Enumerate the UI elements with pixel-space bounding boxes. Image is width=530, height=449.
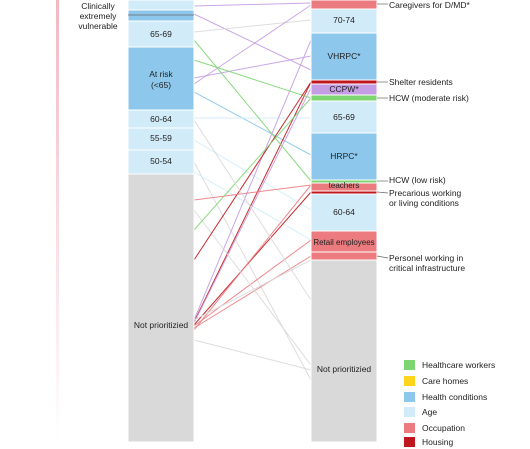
right-segment-label: teachers [328, 181, 360, 190]
hcw-moderate-risk-label: HCW (moderate risk) [389, 93, 469, 103]
flow-line [193, 2, 312, 7]
left-segment-label: At risk (<65) [149, 69, 173, 90]
hcw-low-risk-label: HCW (low risk) [389, 175, 446, 185]
legend-label: Care homes [422, 376, 469, 386]
legend-swatch [404, 423, 415, 433]
flow-line [193, 259, 312, 321]
left-segment [127, 9, 195, 22]
legend-swatch [404, 360, 415, 370]
right-segment-label: VHRPC* [327, 51, 361, 61]
right-segment [310, 259, 378, 442]
flow-line [193, 97, 312, 231]
right-segment [310, 100, 378, 134]
right-segment [310, 32, 378, 81]
annotation-leader-line [376, 191, 389, 194]
right-segment-label: 70-74 [333, 15, 355, 25]
clinically-extremely-vulnerable-label: Clinically extremely vulnerable [78, 1, 118, 31]
flow-line [193, 209, 312, 366]
right-segment [310, 8, 378, 34]
flow-line [193, 339, 312, 371]
flow-line [193, 119, 312, 301]
left-segment [127, 0, 195, 11]
flow-line [193, 191, 312, 326]
legend-swatch [404, 407, 415, 417]
flow-line [193, 59, 312, 99]
right-segment-label: Retail employees [313, 238, 375, 247]
legend-label: Occupation [422, 423, 465, 433]
flow-line [193, 87, 312, 324]
right-segment [310, 251, 378, 261]
flow-line [193, 55, 312, 79]
right-segment-label: Not prioritizied [316, 364, 372, 374]
flow-line [193, 39, 312, 321]
right-segment [310, 0, 378, 10]
flow-line [193, 139, 312, 211]
right-segment [310, 132, 378, 181]
right-segment [310, 193, 378, 232]
flow-line [193, 91, 312, 156]
left-segment-label: 55-59 [150, 133, 172, 143]
legend-label: Housing [422, 437, 454, 447]
right-segment-label: CCPW* [329, 84, 359, 94]
flow-line [193, 184, 312, 331]
left-segment-label: 65-69 [150, 29, 172, 39]
right-segment-label: HRPC* [330, 151, 358, 161]
legend-swatch [404, 376, 415, 386]
legend-swatch [404, 437, 415, 447]
left-segment [127, 173, 195, 442]
flow-line [193, 184, 312, 201]
flow-line [193, 239, 312, 327]
legend-swatch [404, 392, 415, 402]
legend-label: Healthcare workers [422, 360, 496, 370]
caregivers-label: Caregivers for D/MD* [389, 0, 470, 10]
legend-label: Age [422, 407, 438, 417]
annotation-leader-line [376, 255, 389, 259]
flow-line [193, 13, 312, 71]
left-segment-label: Not prioritizied [133, 320, 189, 330]
left-segment [127, 149, 195, 175]
flow-line [193, 39, 312, 182]
precarious-conditions-label: Precarious working or living conditions [389, 188, 462, 208]
left-segment-label: 60-64 [150, 114, 172, 124]
critical-infrastructure-label: Personel working in critical infrastruct… [389, 253, 466, 273]
priority-gradient-bar [56, 0, 59, 442]
legend-label: Health conditions [422, 392, 488, 402]
right-segment-label: 60-64 [333, 207, 355, 217]
flow-line [193, 161, 312, 381]
flow-line [193, 19, 312, 33]
flow-line [193, 81, 312, 323]
shelter-residents-label: Shelter residents [389, 77, 453, 87]
left-segment-label: 50-54 [150, 156, 172, 166]
flow-line [193, 81, 312, 261]
flow-line [193, 255, 312, 329]
right-segment [310, 94, 378, 102]
flow-line [193, 4, 312, 85]
right-segment-label: 65-69 [333, 112, 355, 122]
